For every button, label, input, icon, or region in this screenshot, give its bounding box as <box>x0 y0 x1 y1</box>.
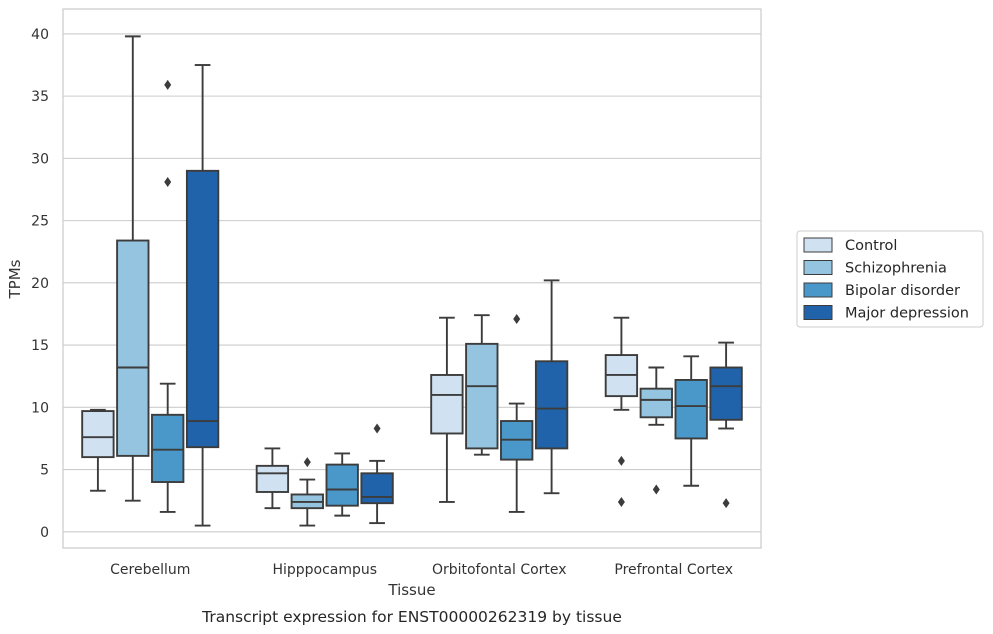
box-iqr <box>185 169 220 449</box>
box-iqr <box>674 379 708 440</box>
box-iqr <box>465 342 499 450</box>
plot-frame <box>62 8 762 549</box>
chart-caption: Transcript expression for ENST0000026231… <box>201 608 622 626</box>
box-0-2 <box>151 79 185 513</box>
x-axis-title: Tissue <box>387 581 435 599</box>
box-1-3 <box>360 423 394 525</box>
y-tick-label: 0 <box>40 525 49 541</box>
box-iqr <box>255 464 290 493</box>
y-tick-label: 30 <box>31 151 49 167</box>
box-1-0 <box>255 447 290 510</box>
outlier-point <box>652 484 660 495</box>
box-iqr <box>534 360 569 450</box>
box-3-3 <box>709 341 743 509</box>
outlier-point <box>303 457 311 468</box>
box-0-1 <box>116 35 150 502</box>
box-iqr <box>360 472 394 505</box>
outlier-point <box>373 423 381 434</box>
legend-frame <box>796 230 984 328</box>
box-iqr <box>81 410 115 459</box>
y-tick-label: 35 <box>31 89 49 105</box>
y-tick-label: 40 <box>31 27 49 43</box>
y-tick-label: 5 <box>40 463 49 479</box>
box-iqr <box>151 413 185 483</box>
box-2-0 <box>430 316 464 503</box>
box-3-1 <box>639 366 673 495</box>
box-iqr <box>430 374 464 435</box>
x-tick-label: Orbitofontal Cortex <box>432 562 567 578</box>
box-2-3 <box>534 279 569 495</box>
outlier-point <box>164 79 172 90</box>
box-1-2 <box>325 452 359 517</box>
legend-swatch <box>803 260 833 275</box>
legend-label: Schizophrenia <box>845 261 947 277</box>
y-axis-title: TPMs <box>6 259 24 299</box>
box-iqr <box>709 366 743 421</box>
legend-label: Bipolar disorder <box>845 283 960 299</box>
y-tick-labels: 0 5 10 15 20 25 30 35 40 <box>31 27 49 541</box>
y-tick-label: 10 <box>31 400 49 416</box>
legend-label: Control <box>845 238 897 254</box>
box-0-3 <box>185 64 220 527</box>
box-1-1 <box>290 457 324 527</box>
y-tick-label: 20 <box>31 276 49 292</box>
legend-swatch <box>803 305 833 320</box>
boxes <box>81 35 743 527</box>
box-2-1 <box>465 314 499 456</box>
x-tick-label: Prefrontal Cortex <box>614 562 733 578</box>
y-tick-label: 15 <box>31 338 49 354</box>
legend-swatch <box>803 282 833 298</box>
outlier-point <box>513 313 521 324</box>
box-2-2 <box>500 313 534 513</box>
box-3-2 <box>674 355 708 487</box>
outlier-point <box>722 498 730 509</box>
legend-swatch <box>803 237 833 253</box>
y-tick-label: 25 <box>31 214 49 230</box>
box-iqr <box>116 239 150 457</box>
legend: Control Schizophrenia Bipolar disorder Majo… <box>796 230 984 328</box>
outlier-point <box>617 455 625 466</box>
x-tick-label: Hipppocampus <box>272 562 377 578</box>
box-iqr <box>639 387 673 419</box>
box-iqr <box>325 463 359 507</box>
box-3-0 <box>604 316 639 507</box>
x-tick-label: Cerebellum <box>110 562 190 578</box>
outlier-point <box>164 177 172 188</box>
box-0-0 <box>81 408 115 492</box>
legend-label: Major depression <box>845 306 969 322</box>
x-tick-labels: Cerebellum Hipppocampus Orbitofontal Corte… <box>110 562 733 578</box>
outlier-point <box>617 496 625 507</box>
